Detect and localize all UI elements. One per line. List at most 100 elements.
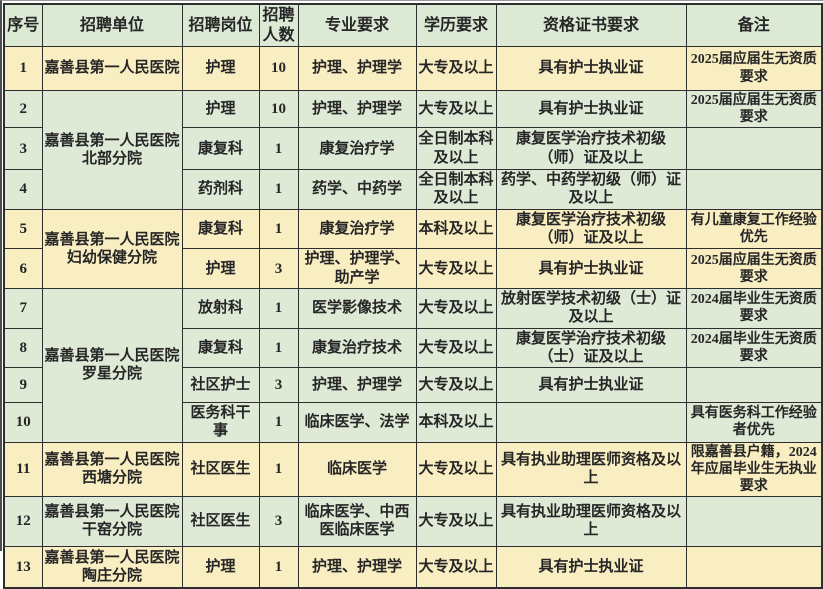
cell-note: 2024届毕业生无资质要求 <box>685 287 823 329</box>
cell-unit: 嘉善县第一人民医院北部分院 <box>41 90 183 210</box>
cell-note <box>685 169 823 210</box>
cell-cert: 放射医学技术初级（士）证及以上 <box>495 287 687 329</box>
cell-major: 医学影像技术 <box>297 287 417 329</box>
cell-note <box>685 127 823 171</box>
cell-post: 护理 <box>181 90 260 129</box>
cell-cert: 药学、中药学初级（师）证及以上 <box>495 169 687 210</box>
cell-edu: 大专及以上 <box>415 46 497 92</box>
cell-major: 护理、护理学、助产学 <box>297 248 417 289</box>
cell-post: 医务科干事 <box>181 402 260 443</box>
cell-edu: 本科及以上 <box>415 402 497 443</box>
cell-unit: 嘉善县第一人民医院陶庄分院 <box>41 545 183 589</box>
cell-major: 护理、护理学 <box>297 90 417 129</box>
cell-note <box>685 367 823 404</box>
cell-seq: 12 <box>3 495 43 547</box>
cell-count: 1 <box>258 169 299 210</box>
table-row: 13 嘉善县第一人民医院陶庄分院 护理 1 护理、护理学 大专及以上 具有护士执… <box>3 545 823 589</box>
cell-major: 康复治疗学 <box>297 127 417 171</box>
cell-seq: 6 <box>3 248 43 289</box>
cell-unit: 嘉善县第一人民医院妇幼保健分院 <box>41 208 183 289</box>
header-cert: 资格证书要求 <box>495 3 687 48</box>
cell-count: 1 <box>258 127 299 171</box>
cell-major: 护理、护理学 <box>297 545 417 589</box>
cell-count: 3 <box>258 248 299 289</box>
cell-edu: 大专及以上 <box>415 495 497 547</box>
table-row: 5 嘉善县第一人民医院妇幼保健分院 康复科 1 康复治疗学 本科及以上 康复医学… <box>3 208 823 289</box>
cell-seq: 9 <box>3 367 43 404</box>
cell-edu: 大专及以上 <box>415 327 497 369</box>
cell-seq: 8 <box>3 327 43 369</box>
header-count: 招聘人数 <box>258 3 299 48</box>
header-unit: 招聘单位 <box>41 3 183 48</box>
cell-edu: 大专及以上 <box>415 441 497 497</box>
cell-post: 护理 <box>181 46 260 92</box>
cell-edu: 大专及以上 <box>415 248 497 289</box>
cell-seq: 11 <box>3 441 43 497</box>
cell-major: 临床医学、中西医临床医学 <box>297 495 417 547</box>
cell-count: 10 <box>258 90 299 129</box>
cell-post: 社区医生 <box>181 495 260 547</box>
cell-major: 康复治疗技术 <box>297 327 417 369</box>
cell-edu: 大专及以上 <box>415 90 497 129</box>
cell-cert: 具有执业助理医师资格及以上 <box>495 495 687 547</box>
cell-post: 药剂科 <box>181 169 260 210</box>
cell-seq: 7 <box>3 287 43 329</box>
cell-count: 1 <box>258 208 299 250</box>
table-header-row: 序号 招聘单位 招聘岗位 招聘人数 专业要求 学历要求 资格证书要求 备注 <box>3 3 823 48</box>
cell-edu: 全日制本科及以上 <box>415 169 497 210</box>
cell-cert: 具有护士执业证 <box>495 545 687 589</box>
cell-cert: 具有护士执业证 <box>495 248 687 289</box>
cell-note: 2025届应届生无资质要求 <box>685 90 823 129</box>
cell-major: 临床医学、法学 <box>297 402 417 443</box>
cell-note: 2025届应届生无资质要求 <box>685 46 823 92</box>
cell-note: 2025届应届生无资质要求 <box>685 248 823 289</box>
cell-post: 康复科 <box>181 127 260 171</box>
cell-major: 康复治疗学 <box>297 208 417 250</box>
cell-seq: 10 <box>3 402 43 443</box>
cell-cert: 康复医学治疗技术初级（师）证及以上 <box>495 127 687 171</box>
cell-note <box>685 495 823 547</box>
table-row: 1 嘉善县第一人民医院 护理 10 护理、护理学 大专及以上 具有护士执业证 2… <box>3 46 823 92</box>
header-post: 招聘岗位 <box>181 3 260 48</box>
table-row: 12 嘉善县第一人民医院干窑分院 社区医生 3 临床医学、中西医临床医学 大专及… <box>3 495 823 547</box>
cell-count: 1 <box>258 545 299 589</box>
cell-post: 康复科 <box>181 327 260 369</box>
cell-cert: 具有护士执业证 <box>495 367 687 404</box>
cell-cert: 具有护士执业证 <box>495 90 687 129</box>
cell-cert: 具有执业助理医师资格及以上 <box>495 441 687 497</box>
cell-edu: 大专及以上 <box>415 367 497 404</box>
cell-edu: 大专及以上 <box>415 287 497 329</box>
cell-edu: 大专及以上 <box>415 545 497 589</box>
cell-note <box>685 545 823 589</box>
cell-cert: 康复医学治疗技术初级（士）证及以上 <box>495 327 687 369</box>
table-row: 2 嘉善县第一人民医院北部分院 护理 10 护理、护理学 大专及以上 具有护士执… <box>3 90 823 210</box>
cell-note: 限嘉善县户籍，2024年应届毕业生无执业要求 <box>685 441 823 497</box>
cell-unit: 嘉善县第一人民医院干窑分院 <box>41 495 183 547</box>
cell-post: 社区医生 <box>181 441 260 497</box>
cell-count: 1 <box>258 327 299 369</box>
cell-count: 1 <box>258 287 299 329</box>
cell-seq: 1 <box>3 46 43 92</box>
cell-note: 具有医务科工作经验者优先 <box>685 402 823 443</box>
table-row: 7 嘉善县第一人民医院罗星分院 放射科 1 医学影像技术 大专及以上 放射医学技… <box>3 287 823 443</box>
cell-count: 1 <box>258 441 299 497</box>
cell-cert <box>495 402 687 443</box>
cell-seq: 4 <box>3 169 43 210</box>
cell-post: 社区护士 <box>181 367 260 404</box>
table-row: 3 康复科 1 康复治疗学 全日制本科及以上 康复医学治疗技术初级（师）证及以上 <box>3 127 823 171</box>
cell-note: 有儿童康复工作经验优先 <box>685 208 823 250</box>
cell-post: 护理 <box>181 248 260 289</box>
cell-major: 临床医学 <box>297 441 417 497</box>
cell-cert: 康复医学治疗技术初级（师）证及以上 <box>495 208 687 250</box>
cell-count: 10 <box>258 46 299 92</box>
header-note: 备注 <box>685 3 823 48</box>
cell-major: 护理、护理学 <box>297 367 417 404</box>
header-major: 专业要求 <box>297 3 417 48</box>
cell-count: 3 <box>258 367 299 404</box>
cell-post: 康复科 <box>181 208 260 250</box>
cell-seq: 3 <box>3 127 43 171</box>
cell-count: 3 <box>258 495 299 547</box>
cell-seq: 13 <box>3 545 43 589</box>
cell-major: 药学、中药学 <box>297 169 417 210</box>
